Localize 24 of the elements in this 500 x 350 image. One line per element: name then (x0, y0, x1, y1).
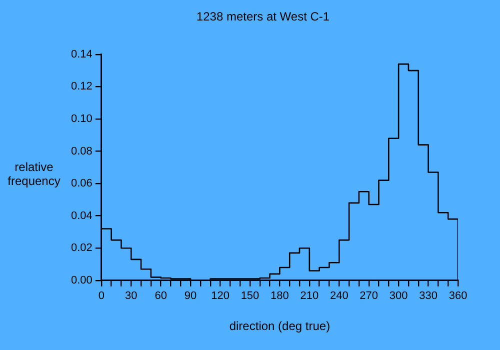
y-tick-label: 0.10 (70, 113, 92, 126)
y-tick-label: 0.12 (70, 80, 92, 93)
y-tick-label: 0.06 (70, 178, 92, 190)
y-tick-label: 0.04 (70, 210, 92, 222)
x-tick-label: 60 (154, 290, 167, 302)
x-tick-label: 360 (448, 290, 468, 302)
y-tick-label: 0.02 (70, 242, 92, 254)
y-tick-label: 0.00 (70, 274, 92, 286)
x-tick-label: 0 (98, 290, 104, 302)
y-axis-title: relative frequency (6, 160, 62, 188)
x-tick-label: 300 (389, 290, 408, 302)
x-tick-label: 90 (184, 290, 197, 302)
x-tick-label: 30 (125, 290, 138, 302)
x-tick-label: 180 (270, 290, 289, 302)
x-tick-label: 210 (300, 290, 319, 302)
y-tick-label: 0.14 (70, 48, 92, 60)
x-tick-label: 270 (360, 290, 378, 302)
y-tick-label: 0.08 (70, 145, 92, 158)
x-tick-label: 240 (330, 290, 348, 302)
chart-title: 1238 meters at West C-1 (196, 10, 330, 24)
x-tick-label: 330 (419, 290, 438, 302)
x-axis-title: direction (deg true) (229, 319, 330, 334)
x-tick-label: 120 (211, 290, 230, 302)
x-tick-label: 150 (240, 290, 260, 302)
